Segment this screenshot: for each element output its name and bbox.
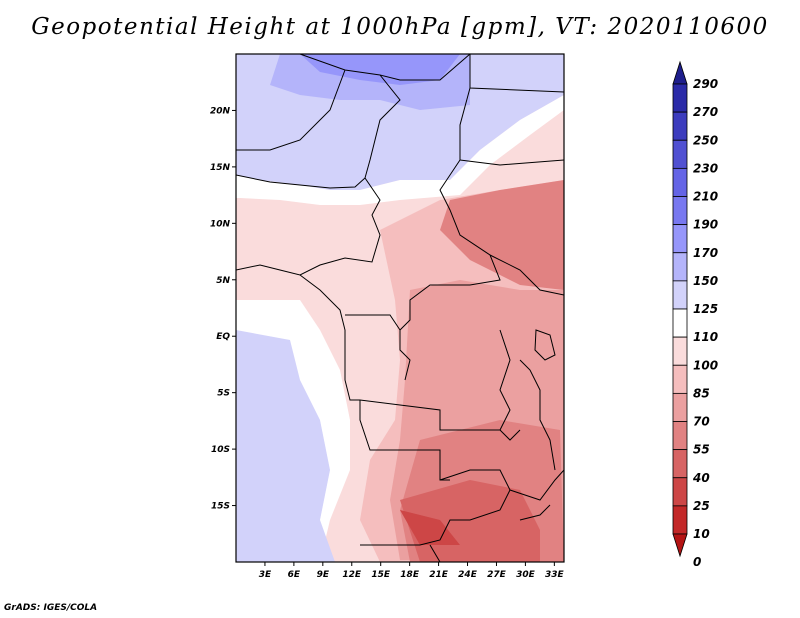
lat-tick-label: 5S [217, 389, 230, 399]
colorbar-label: 210 [693, 190, 718, 204]
chart-title: Geopotential Height at 1000hPa [gpm], VT… [31, 14, 769, 40]
colorbar-segment [672, 280, 688, 310]
colorbar-segment [672, 252, 688, 282]
lat-tick-label: 10N [210, 219, 231, 229]
colorbar-segment [672, 505, 688, 535]
colorbar-label: 125 [693, 302, 718, 316]
lon-tick-label: 18E [400, 570, 420, 580]
lat-tick-label: 15N [210, 163, 231, 173]
lat-axis: 20N 15N 10N 5N EQ 5S 10S 15S [210, 106, 236, 512]
colorbar-label: 10 [693, 527, 710, 541]
colorbar-label: 100 [693, 358, 718, 372]
lat-tick-label: 10S [211, 445, 230, 455]
lon-tick-label: 6E [288, 570, 301, 580]
colorbar-segment [672, 139, 688, 169]
country-borders [236, 54, 564, 562]
lon-tick-label: 9E [317, 570, 330, 580]
colorbar-label: 150 [693, 274, 718, 288]
lon-axis: 3E 6E 9E 12E 15E 18E 21E 24E 27E 30E 33E [259, 562, 565, 580]
colorbar-segment [672, 111, 688, 141]
lon-tick-label: 33E [545, 570, 565, 580]
colorbar-label: 110 [693, 330, 718, 344]
colorbar-top-arrow [672, 60, 688, 85]
colorbar-segment [672, 449, 688, 479]
colorbar-segment [672, 308, 688, 338]
lon-tick-label: 15E [371, 570, 391, 580]
colorbar-label: 25 [693, 499, 710, 513]
lon-tick-label: 12E [342, 570, 362, 580]
lon-tick-label: 27E [487, 570, 507, 580]
colorbar-segment [672, 421, 688, 451]
colorbar-label: 0 [693, 555, 701, 569]
colorbar-segment [672, 196, 688, 226]
colorbar: 2902702502302101901701501251101008570554… [672, 60, 718, 569]
colorbar-bottom-arrow [672, 533, 688, 558]
colorbar-label: 290 [693, 77, 718, 91]
lon-tick-label: 3E [259, 570, 272, 580]
colorbar-label: 190 [693, 218, 718, 232]
colorbar-segment [672, 364, 688, 394]
colorbar-segment [672, 477, 688, 507]
colorbar-segment [672, 336, 688, 366]
lat-tick-label: EQ [216, 332, 230, 342]
colorbar-segment [672, 83, 688, 113]
lat-tick-label: 20N [210, 106, 231, 116]
lat-tick-label: 5N [216, 276, 230, 286]
lon-tick-label: 21E [429, 570, 449, 580]
colorbar-segment [672, 167, 688, 197]
colorbar-label: 270 [693, 105, 718, 119]
colorbar-label: 250 [693, 133, 718, 147]
lat-tick-label: 15S [211, 502, 230, 512]
map-frame [235, 53, 565, 563]
colorbar-label: 85 [693, 386, 710, 400]
colorbar-label: 230 [693, 161, 718, 175]
colorbar-label: 40 [692, 471, 710, 485]
colorbar-segment [672, 392, 688, 422]
colorbar-label: 70 [693, 415, 710, 429]
footer-credit: GrADS: IGES/COLA [4, 603, 98, 613]
colorbar-label: 55 [693, 443, 710, 457]
colorbar-segment [672, 224, 688, 254]
lon-tick-label: 24E [458, 570, 478, 580]
height-field [236, 54, 564, 562]
lon-tick-label: 30E [516, 570, 536, 580]
colorbar-label: 170 [693, 246, 718, 260]
